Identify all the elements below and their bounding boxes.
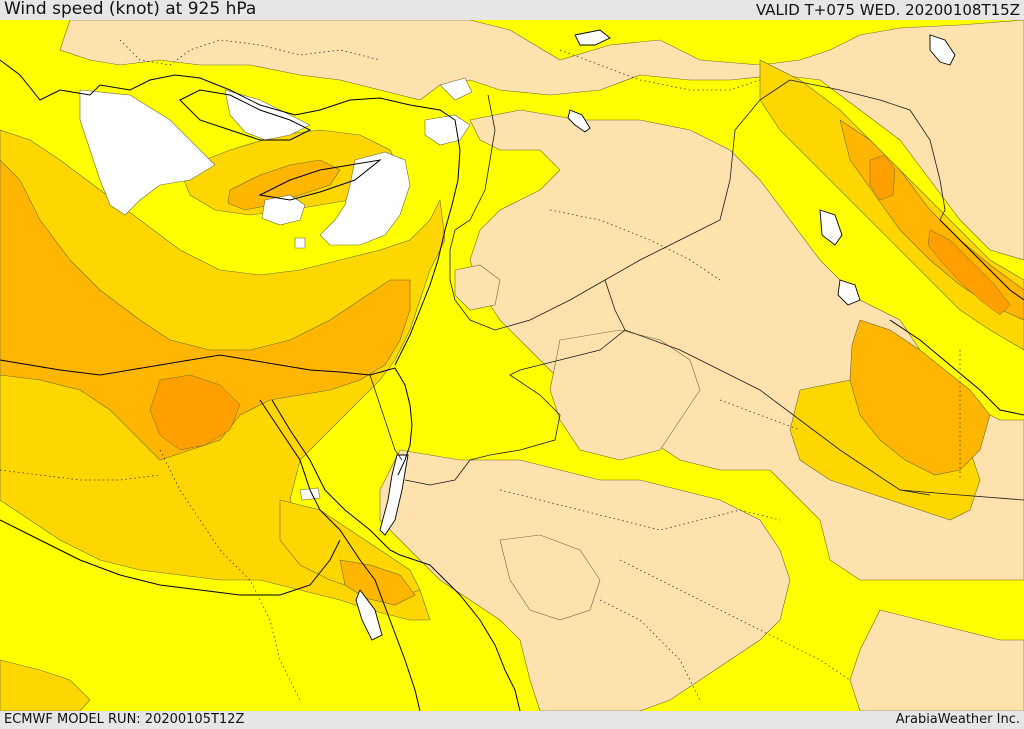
valid-time: VALID T+075 WED. 20200108T15Z <box>755 1 1020 19</box>
map-svg <box>0 20 1024 711</box>
lake-turkey <box>574 29 611 46</box>
country-borders <box>369 79 1024 501</box>
credit: ArabiaWeather Inc. <box>895 712 1020 727</box>
water-bodies <box>355 29 956 641</box>
wind-field-calm <box>79 77 473 501</box>
wind-field-very-strong <box>149 154 1011 451</box>
footer-bar: ECMWF MODEL RUN: 20200105T12Z ArabiaWeat… <box>0 711 1024 729</box>
lake-iraq <box>819 209 843 246</box>
wind-speed-map <box>0 20 1024 711</box>
marsh-iraq <box>837 279 861 306</box>
lake-north <box>929 34 956 66</box>
admin-boundaries <box>0 39 961 701</box>
map-title: Wind speed (knot) at 925 hPa <box>4 0 257 19</box>
gulf-of-aqaba <box>379 454 409 536</box>
header-bar: Wind speed (knot) at 925 hPa VALID T+075… <box>0 0 1024 20</box>
coastlines <box>0 59 1024 711</box>
model-run: ECMWF MODEL RUN: 20200105T12Z <box>4 712 245 727</box>
red-sea-islands <box>355 589 383 641</box>
lake-syria <box>567 109 591 133</box>
